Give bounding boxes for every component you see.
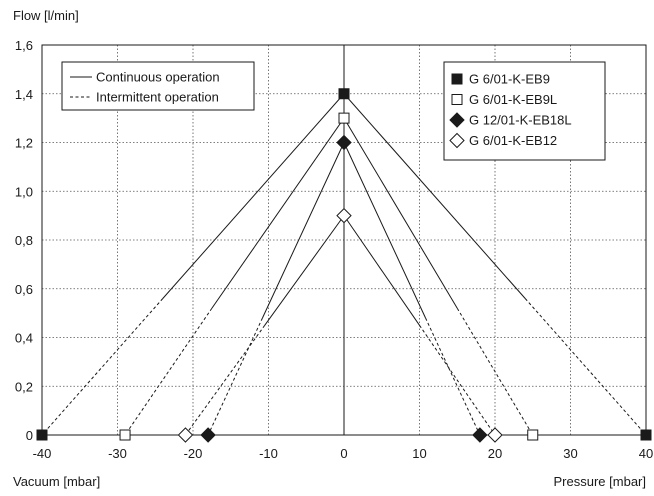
- series-2-pressure-end-marker: [527, 429, 539, 441]
- y-tick-label: 0,6: [15, 282, 33, 297]
- line-legend-box: [61, 61, 255, 111]
- series-lines: [41, 93, 647, 436]
- series-4-pressure-continuous-line: [343, 215, 420, 326]
- series-4-vacuum-continuous-line: [264, 215, 345, 326]
- y-tick-label: 0,8: [15, 233, 33, 248]
- legend-label-2: G 6/01-K-EB9L: [469, 92, 557, 107]
- y-tick-label: 1,6: [15, 38, 33, 53]
- y-tick-label: 1,4: [15, 87, 33, 102]
- series-2-vacuum-end-marker: [119, 429, 131, 441]
- series-2-peak-marker: [338, 112, 350, 124]
- series-4-vacuum-end-marker: [177, 427, 194, 443]
- series-1-vacuum-end-marker: [36, 429, 48, 441]
- legend-marker-2: [451, 94, 463, 105]
- series-3-pressure-continuous-line: [343, 142, 426, 319]
- axis-layer: [41, 44, 647, 436]
- series-1-pressure-continuous-line: [343, 93, 526, 299]
- series-markers: [36, 88, 652, 443]
- tick-labels: -40 -30 -20 -10 0 10 20 30 40 0 0,2 0,4 0,6 0,8 1,0 1,2…: [15, 38, 653, 461]
- x-tick-label: -40: [33, 446, 52, 461]
- series-3-peak-marker: [336, 134, 352, 151]
- x-axis-label-vacuum: Vacuum [mbar]: [13, 474, 100, 489]
- series-1-peak-marker: [338, 88, 350, 100]
- series-3-vacuum-end-marker: [200, 427, 216, 443]
- y-tick-label: 0,2: [15, 379, 33, 394]
- x-tick-label: 20: [488, 446, 502, 461]
- series-4-pressure-intermittent-line: [419, 325, 496, 436]
- x-tick-label: 0: [340, 446, 347, 461]
- x-tick-label: 40: [639, 446, 653, 461]
- series-1-vacuum-continuous-line: [162, 93, 345, 299]
- y-axis-label: Flow [l/min]: [13, 8, 79, 23]
- series-1-pressure-end-marker: [640, 429, 652, 441]
- line-style-legend: Continuous operation Intermittent operat…: [61, 61, 255, 111]
- series-3-vacuum-intermittent-line: [207, 317, 263, 436]
- series-2-pressure-intermittent-line: [456, 307, 534, 436]
- series-3-pressure-intermittent-line: [425, 317, 481, 436]
- line-legend-intermittent: Intermittent operation: [96, 90, 219, 105]
- series-2-vacuum-intermittent-line: [124, 307, 213, 436]
- series-1-pressure-intermittent-line: [524, 298, 647, 436]
- y-tick-label: 0: [26, 428, 33, 443]
- y-tick-label: 1,0: [15, 184, 33, 199]
- series-legend: G 6/01-K-EB9 G 6/01-K-EB9L G 12/01-K-EB18L…: [443, 61, 606, 161]
- legend-marker-1: [451, 73, 463, 85]
- legend-marker-3: [449, 112, 465, 128]
- legend-label-3: G 12/01-K-EB18L: [469, 113, 572, 128]
- series-3-vacuum-continuous-line: [262, 142, 345, 319]
- x-tick-label: -10: [259, 446, 278, 461]
- series-4-pressure-end-marker: [487, 427, 503, 443]
- legend-marker-4: [449, 132, 465, 149]
- legend-label-1: G 6/01-K-EB9: [469, 72, 550, 87]
- series-3-pressure-end-marker: [472, 427, 488, 443]
- x-axis-label-pressure: Pressure [mbar]: [554, 474, 646, 489]
- series-2-vacuum-continuous-line: [211, 117, 345, 309]
- series-4-peak-marker: [336, 207, 352, 224]
- y-tick-label: 0,4: [15, 331, 33, 346]
- series-2-pressure-continuous-line: [343, 117, 458, 309]
- x-tick-label: 30: [563, 446, 577, 461]
- series-legend-box: [443, 61, 606, 161]
- y-tick-label: 1,2: [15, 136, 33, 151]
- legend-label-4: G 6/01-K-EB12: [469, 133, 557, 148]
- series-4-vacuum-intermittent-line: [185, 325, 266, 436]
- x-tick-label: 10: [412, 446, 426, 461]
- x-tick-label: -20: [184, 446, 203, 461]
- series-1-vacuum-intermittent-line: [41, 298, 164, 436]
- line-legend-continuous: Continuous operation: [96, 70, 220, 85]
- x-tick-label: -30: [108, 446, 127, 461]
